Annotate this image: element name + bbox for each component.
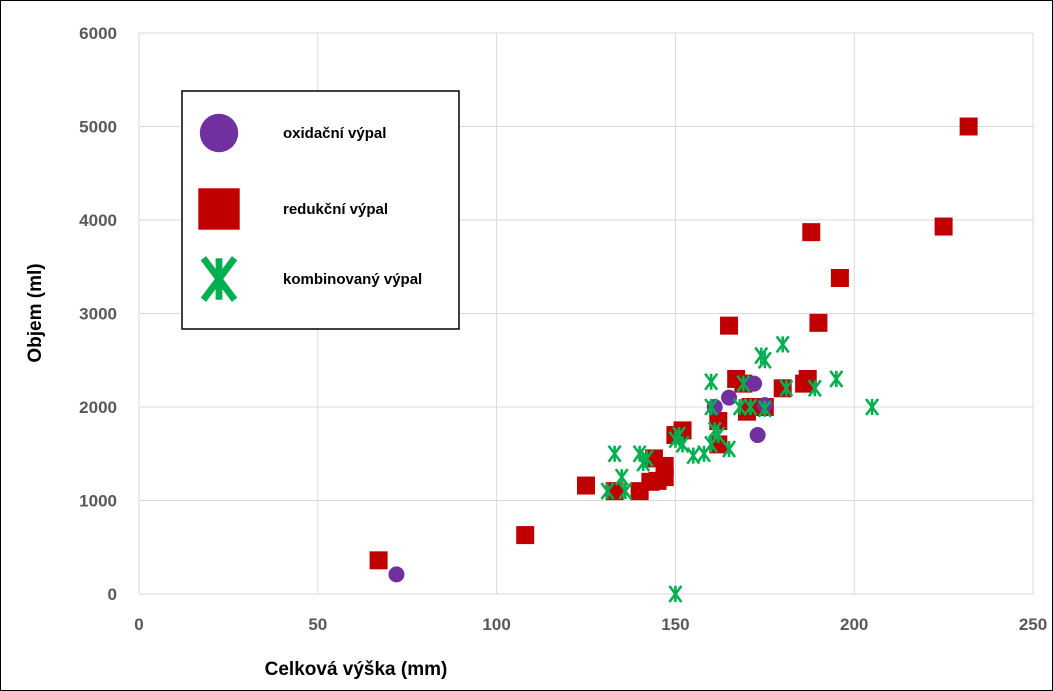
legend-marker-star <box>200 256 238 302</box>
x-axis-title: Celková výška (mm) <box>265 659 448 680</box>
legend-label: redukční výpal <box>283 201 388 218</box>
square-point <box>830 268 849 287</box>
star-point <box>736 374 751 393</box>
square-point <box>809 313 828 332</box>
star-point <box>829 370 844 388</box>
square-point <box>720 316 739 335</box>
y-tick-label: 5000 <box>79 118 117 137</box>
star-point <box>614 468 629 486</box>
x-tick-label: 50 <box>308 615 327 634</box>
star-point <box>757 351 772 370</box>
star-point <box>668 585 683 603</box>
star-point <box>639 449 654 468</box>
star-point <box>757 400 772 418</box>
circle-point <box>746 375 763 392</box>
legend-label: oxidační výpal <box>283 125 386 142</box>
square-point <box>369 551 388 570</box>
star-point <box>711 426 726 444</box>
y-tick-label: 1000 <box>79 492 117 511</box>
star-point <box>721 440 737 458</box>
star-point <box>743 398 758 416</box>
y-axis-title: Objem (ml) <box>25 263 46 362</box>
x-tick-label: 100 <box>482 615 510 634</box>
y-tick-label: 0 <box>108 585 117 604</box>
legend-marker-square <box>198 188 240 230</box>
x-tick-label: 250 <box>1019 615 1047 634</box>
star-point <box>807 379 822 398</box>
y-tick-label: 4000 <box>79 211 117 230</box>
circle-point <box>388 566 405 583</box>
star-point <box>779 379 794 398</box>
star-point <box>704 372 719 391</box>
x-tick-label: 150 <box>661 615 689 634</box>
legend-label: kombinovaný výpal <box>283 271 422 288</box>
square-point <box>655 456 674 475</box>
x-tick-label: 200 <box>840 615 868 634</box>
star-point <box>600 482 615 500</box>
legend: oxidační výpal redukční výpal kombinovaný … <box>181 90 460 330</box>
circle-point <box>721 389 738 406</box>
star-point <box>865 398 880 416</box>
y-tick-label: 2000 <box>79 398 117 417</box>
square-point <box>802 223 821 242</box>
square-point <box>959 117 978 136</box>
x-axis-ticks: 0 50 100 150 200 250 <box>134 615 1047 634</box>
square-point <box>516 526 535 545</box>
legend-marker-circle <box>199 113 239 153</box>
star-point <box>704 398 719 416</box>
x-tick-label: 0 <box>134 615 143 634</box>
y-tick-label: 3000 <box>79 305 117 324</box>
y-tick-label: 6000 <box>79 24 117 43</box>
square-point <box>934 217 953 236</box>
star-point <box>618 482 633 500</box>
square-point <box>577 476 595 495</box>
star-point <box>607 444 622 463</box>
star-point <box>732 398 747 416</box>
circle-point <box>749 427 766 444</box>
star-point <box>675 435 690 454</box>
star-point <box>775 335 790 354</box>
data-points <box>369 117 978 603</box>
y-axis-ticks: 0 1000 2000 3000 4000 5000 6000 <box>79 24 117 604</box>
